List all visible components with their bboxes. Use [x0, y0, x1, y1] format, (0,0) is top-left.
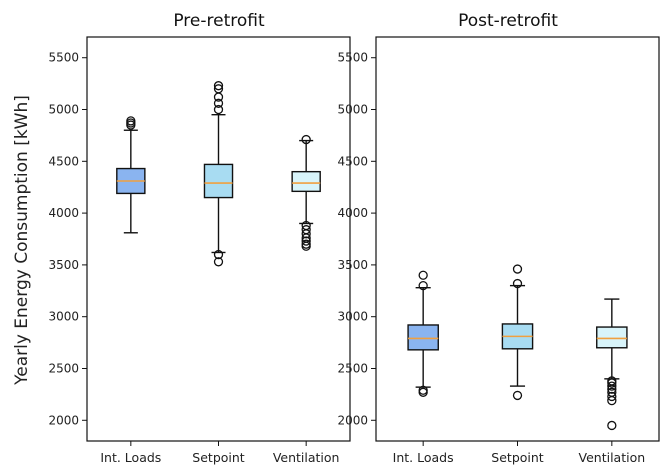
y-tick-label: 3500: [337, 258, 368, 272]
y-tick-label: 2500: [337, 361, 368, 375]
y-tick-label: 5000: [337, 103, 368, 117]
outlier-point: [301, 236, 311, 246]
box-iqr: [291, 170, 321, 193]
x-tick-label: Setpoint: [192, 450, 245, 465]
box-iqr: [596, 326, 628, 349]
y-tick-label: 2500: [48, 361, 79, 375]
outlier-point: [213, 104, 224, 115]
outlier-point: [301, 134, 311, 145]
y-tick-label: 5500: [337, 51, 368, 65]
outlier-point: [126, 116, 136, 126]
outlier-point: [607, 378, 617, 388]
outlier-point: [607, 381, 617, 391]
x-tick-label: Int. Loads: [393, 450, 454, 465]
panel-title-pre-retrofit: Pre-retrofit: [173, 11, 265, 31]
outlier-point: [213, 84, 224, 94]
outlier-point: [213, 81, 224, 91]
y-tick-label: 5500: [48, 51, 79, 65]
outlier-point: [512, 390, 523, 401]
y-tick-label: 3000: [48, 310, 79, 324]
outlier-point: [418, 270, 428, 280]
outlier-point: [512, 264, 523, 274]
y-tick-label: 2000: [337, 413, 368, 427]
y-tick-label: 3000: [337, 310, 368, 324]
outlier-point: [301, 241, 311, 251]
x-tick-label: Setpoint: [491, 450, 544, 465]
outlier-point: [213, 98, 224, 108]
y-tick-label: 4500: [337, 154, 368, 168]
x-tick-label: Ventilation: [273, 450, 340, 465]
outlier-point: [213, 257, 224, 267]
y-tick-label: 2000: [48, 413, 79, 427]
outlier-point: [607, 420, 617, 431]
y-axis-label: Yearly Energy Consumption [kWh]: [12, 95, 32, 386]
box-iqr: [203, 163, 234, 199]
outlier-point: [607, 391, 617, 402]
outlier-point: [512, 278, 523, 289]
outlier-point: [418, 387, 428, 397]
panel-pre-retrofit: Pre-retrofit 2000 2500 3000 3500 4000 4500 500…: [48, 11, 351, 465]
panel-title-post-retrofit: Post-retrofit: [458, 11, 558, 31]
y-tick-label: 4000: [48, 206, 79, 220]
y-tick-label: 4000: [337, 206, 368, 220]
y-tick-label: 5000: [48, 103, 79, 117]
box-iqr: [407, 324, 439, 351]
outlier-point: [213, 249, 224, 260]
x-tick-label: Int. Loads: [100, 450, 161, 465]
panel-post-retrofit: Post-retrofit 2000 2500 3000 3500 4000 4500 50…: [337, 11, 660, 465]
y-tick-label: 4500: [48, 154, 79, 168]
outlier-point: [607, 384, 617, 394]
x-tick-label: Ventilation: [579, 450, 646, 465]
outlier-point: [301, 229, 311, 239]
outlier-point: [607, 395, 617, 406]
y-tick-label: 3500: [48, 258, 79, 272]
outlier-point: [418, 280, 428, 291]
